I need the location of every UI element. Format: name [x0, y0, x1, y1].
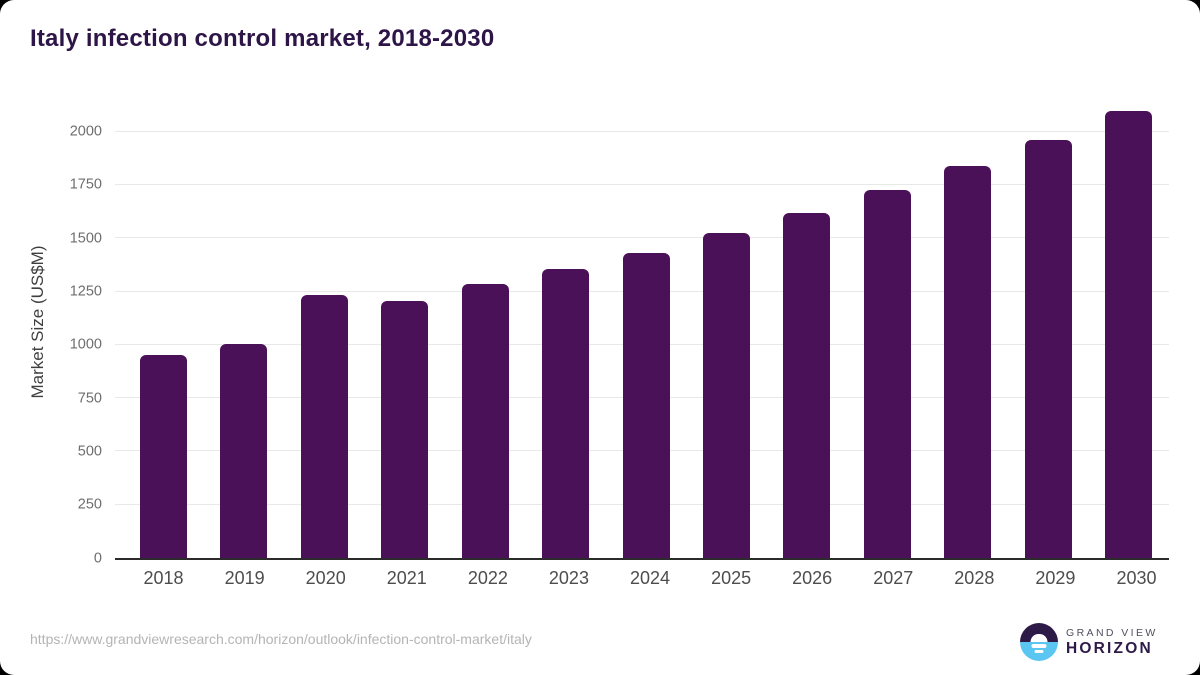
bar-slot-2026	[767, 105, 847, 558]
gridline-1750	[115, 183, 1169, 185]
bar-slot-2027	[847, 105, 927, 558]
x-tick-label-2027: 2027	[873, 568, 914, 588]
bar-slot-2021	[364, 105, 444, 558]
bar-slot-2019	[203, 105, 283, 558]
page-title: Italy infection control market, 2018-203…	[30, 25, 495, 52]
x-tick-label-2028: 2028	[954, 568, 995, 588]
gridline-1500	[115, 237, 1169, 239]
bar-2022	[461, 284, 509, 558]
plot-area: 0 250 500 750 1000 1250 1500 1750 2000	[70, 105, 1169, 565]
bar-2018	[139, 355, 187, 558]
bar-slot-2024	[606, 105, 686, 558]
logo-reflection-line-short	[1034, 650, 1044, 653]
y-tick-label-1750: 1750	[69, 176, 102, 193]
x-tick-label-2023: 2023	[548, 568, 589, 588]
gridline-2000	[115, 130, 1169, 132]
bar-2019	[220, 343, 268, 558]
x-tick-label-2024: 2024	[629, 568, 671, 588]
bar-slot-2029	[1008, 105, 1088, 558]
bar-2020	[300, 294, 348, 558]
logo-brand-name: GRAND VIEW	[1066, 626, 1158, 639]
bar-slot-2022	[445, 105, 525, 558]
brand-logo: GRAND VIEW HORIZON	[1020, 623, 1158, 661]
x-tick-label-2030: 2030	[1116, 568, 1157, 588]
bar-2027	[863, 190, 911, 558]
bar-2030	[1105, 111, 1153, 558]
bar-slot-2030	[1089, 105, 1169, 558]
x-tick-label-2029: 2029	[1035, 568, 1076, 588]
y-tick-label-250: 250	[77, 496, 102, 513]
x-tick-label-2026: 2026	[792, 568, 833, 588]
bar-2024	[622, 253, 670, 558]
y-tick-label-1250: 1250	[69, 283, 102, 300]
bar-slot-2028	[928, 105, 1008, 558]
x-tick-label-2018: 2018	[143, 568, 184, 588]
y-tick-label-500: 500	[77, 443, 102, 460]
y-tick-label-1500: 1500	[69, 230, 102, 246]
bar-2021	[381, 301, 429, 558]
bar-slot-2020	[284, 105, 364, 558]
bar-2023	[542, 269, 590, 558]
logo-sun-shape	[1030, 633, 1048, 642]
x-tick-label-2022: 2022	[467, 568, 508, 588]
bar-slot-2023	[525, 105, 605, 558]
x-axis-labels: 2018 2019 2020 2021 2022 2023 2024 2025 2026 2027…	[115, 568, 1177, 589]
y-tick-label-1000: 1000	[69, 336, 102, 353]
x-tick-label-2020: 2020	[305, 568, 346, 588]
x-tick-label-2019: 2019	[224, 568, 265, 588]
bar-2025	[703, 232, 751, 558]
bar-slot-2018	[123, 105, 203, 558]
bar-2028	[944, 165, 992, 558]
bar-2026	[783, 212, 831, 558]
y-axis-title: Market Size (US$M)	[28, 245, 47, 399]
bar-2029	[1024, 140, 1072, 558]
logo-product-name: HORIZON	[1066, 640, 1153, 657]
y-tick-label-750: 750	[77, 389, 102, 406]
x-tick-label-2025: 2025	[711, 568, 752, 588]
y-tick-label-0: 0	[93, 549, 102, 566]
logo-wordmark: GRAND VIEW HORIZON	[1066, 626, 1158, 657]
bar-slot-2025	[686, 105, 766, 558]
source-url: https://www.grandviewresearch.com/horizo…	[30, 631, 532, 647]
grandview-horizon-logo-icon	[1020, 623, 1058, 661]
x-tick-label-2021: 2021	[386, 568, 427, 588]
bars-container	[115, 105, 1169, 558]
y-tick-label-2000: 2000	[69, 123, 102, 140]
logo-reflection-line-wide	[1031, 644, 1047, 648]
